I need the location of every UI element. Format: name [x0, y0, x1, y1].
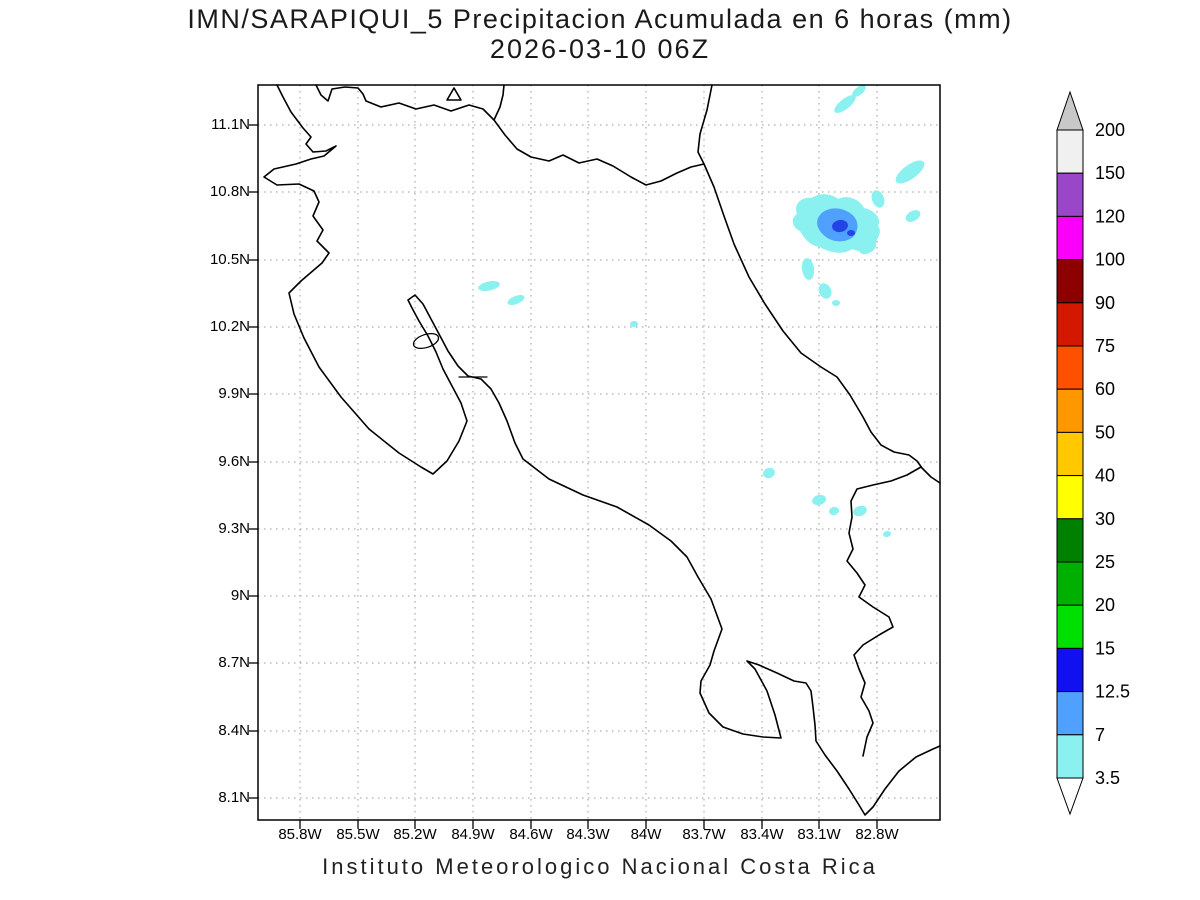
precip-patch: [883, 530, 891, 538]
colorbar-segment: [1056, 734, 1084, 779]
lat-tick-label: 8.4N: [218, 722, 250, 739]
colorbar-segment: [1056, 129, 1084, 174]
precipitation-layer: [478, 85, 925, 538]
lat-tick-label: 10.5N: [209, 251, 250, 268]
colorbar-segment: [1056, 561, 1084, 606]
precip-patch: [818, 283, 832, 299]
coastline-layer: [263, 84, 941, 816]
lon-tick-label: 84.3W: [566, 826, 610, 843]
colorbar-label: 50: [1095, 422, 1115, 442]
lon-tick-label: 83.7W: [682, 826, 726, 843]
lake-nicaragua-shore: [315, 84, 505, 121]
colorbar-segment: [1056, 345, 1084, 390]
precip-patch: [507, 294, 525, 306]
colorbar-segment: [1056, 518, 1084, 563]
precip-patch: [834, 95, 856, 113]
colorbar-label: 40: [1095, 466, 1115, 486]
lon-tick-label: 84.9W: [451, 826, 495, 843]
colorbar-over-arrow: [1056, 90, 1084, 131]
precip-patch: [895, 160, 925, 184]
colorbar-segment: [1056, 431, 1084, 477]
chart-title: IMN/SARAPIQUI_5 Precipitacion Acumulada …: [187, 4, 1013, 34]
precip-patch-heavy: [832, 219, 848, 233]
colorbar-label: 75: [1095, 336, 1115, 356]
colorbar-segment: [1056, 647, 1084, 693]
lat-tick-label: 10.8N: [209, 183, 250, 200]
lon-tick-label: 85.8W: [278, 826, 322, 843]
pacific-coastline: [263, 84, 941, 816]
precip-patch: [832, 300, 840, 306]
lat-tick-label: 9.6N: [218, 453, 250, 470]
lat-tick-label: 8.7N: [218, 654, 250, 671]
colorbar-label: 200: [1095, 120, 1125, 140]
colorbar-label: 3.5: [1095, 768, 1120, 788]
colorbar-label: 12.5: [1095, 682, 1130, 702]
precip-patch: [859, 241, 877, 255]
precip-patch: [801, 258, 815, 280]
chira-island: [412, 332, 440, 350]
lat-tick-label: 9N: [230, 587, 250, 604]
colorbar-segment: [1056, 172, 1084, 217]
colorbar-segment: [1056, 215, 1084, 261]
precip-patch: [871, 190, 885, 208]
lon-tick-label: 85.2W: [393, 826, 437, 843]
colorbar-label: 20: [1095, 595, 1115, 615]
lat-tick-label: 8.1N: [218, 789, 250, 806]
colorbar-segment: [1056, 691, 1084, 736]
colorbar-label: 100: [1095, 250, 1125, 270]
footer-caption: Instituto Meteorologico Nacional Costa R…: [322, 854, 878, 879]
colorbar-label: 90: [1095, 293, 1115, 313]
precip-patch: [763, 467, 775, 479]
colorbar-segment: [1056, 388, 1084, 433]
precip-patch: [905, 210, 921, 222]
caribbean-coastline: [697, 84, 941, 484]
lat-tick-label: 10.2N: [209, 318, 250, 335]
colorbar-label: 120: [1095, 206, 1125, 226]
colorbar-segment: [1056, 604, 1084, 649]
nicaragua-border-river: [493, 119, 705, 186]
precip-patch: [812, 494, 826, 506]
colorbar: 200 150 120 100 90 75 60 50 40 30 25 20 15 12.5 7 3.5: [1056, 90, 1130, 816]
lon-tick-label: 83.4W: [740, 826, 784, 843]
lon-tick-label: 84.6W: [509, 826, 553, 843]
colorbar-label: 25: [1095, 552, 1115, 572]
lon-tick-label: 84W: [630, 826, 662, 843]
grid-layer: [249, 85, 940, 829]
colorbar-label: 150: [1095, 163, 1125, 183]
colorbar-label: 60: [1095, 379, 1115, 399]
colorbar-label: 7: [1095, 725, 1105, 745]
lat-tick-label: 9.9N: [218, 385, 250, 402]
lat-tick-label: 9.3N: [218, 520, 250, 537]
colorbar-segment: [1056, 259, 1084, 304]
precip-patch-heavy: [847, 230, 855, 236]
lon-tick-label: 82.8W: [855, 826, 899, 843]
colorbar-under-arrow: [1056, 777, 1084, 816]
lake-island-triangle: [446, 87, 462, 101]
colorbar-segment: [1056, 475, 1084, 520]
colorbar-label: 15: [1095, 638, 1115, 658]
precip-patch: [829, 506, 839, 516]
precip-patch: [852, 85, 866, 97]
chart-subtitle: 2026-03-10 06Z: [489, 34, 711, 64]
colorbar-label: 30: [1095, 509, 1115, 529]
lon-tick-label: 83.1W: [797, 826, 841, 843]
precip-patch: [630, 321, 638, 327]
precip-patch: [853, 505, 867, 517]
panama-border: [846, 466, 922, 757]
colorbar-segment: [1056, 302, 1084, 347]
map-frame: [257, 84, 941, 821]
lon-tick-label: 85.5W: [336, 826, 380, 843]
precip-patch: [478, 281, 500, 291]
lat-tick-label: 11.1N: [211, 116, 250, 133]
